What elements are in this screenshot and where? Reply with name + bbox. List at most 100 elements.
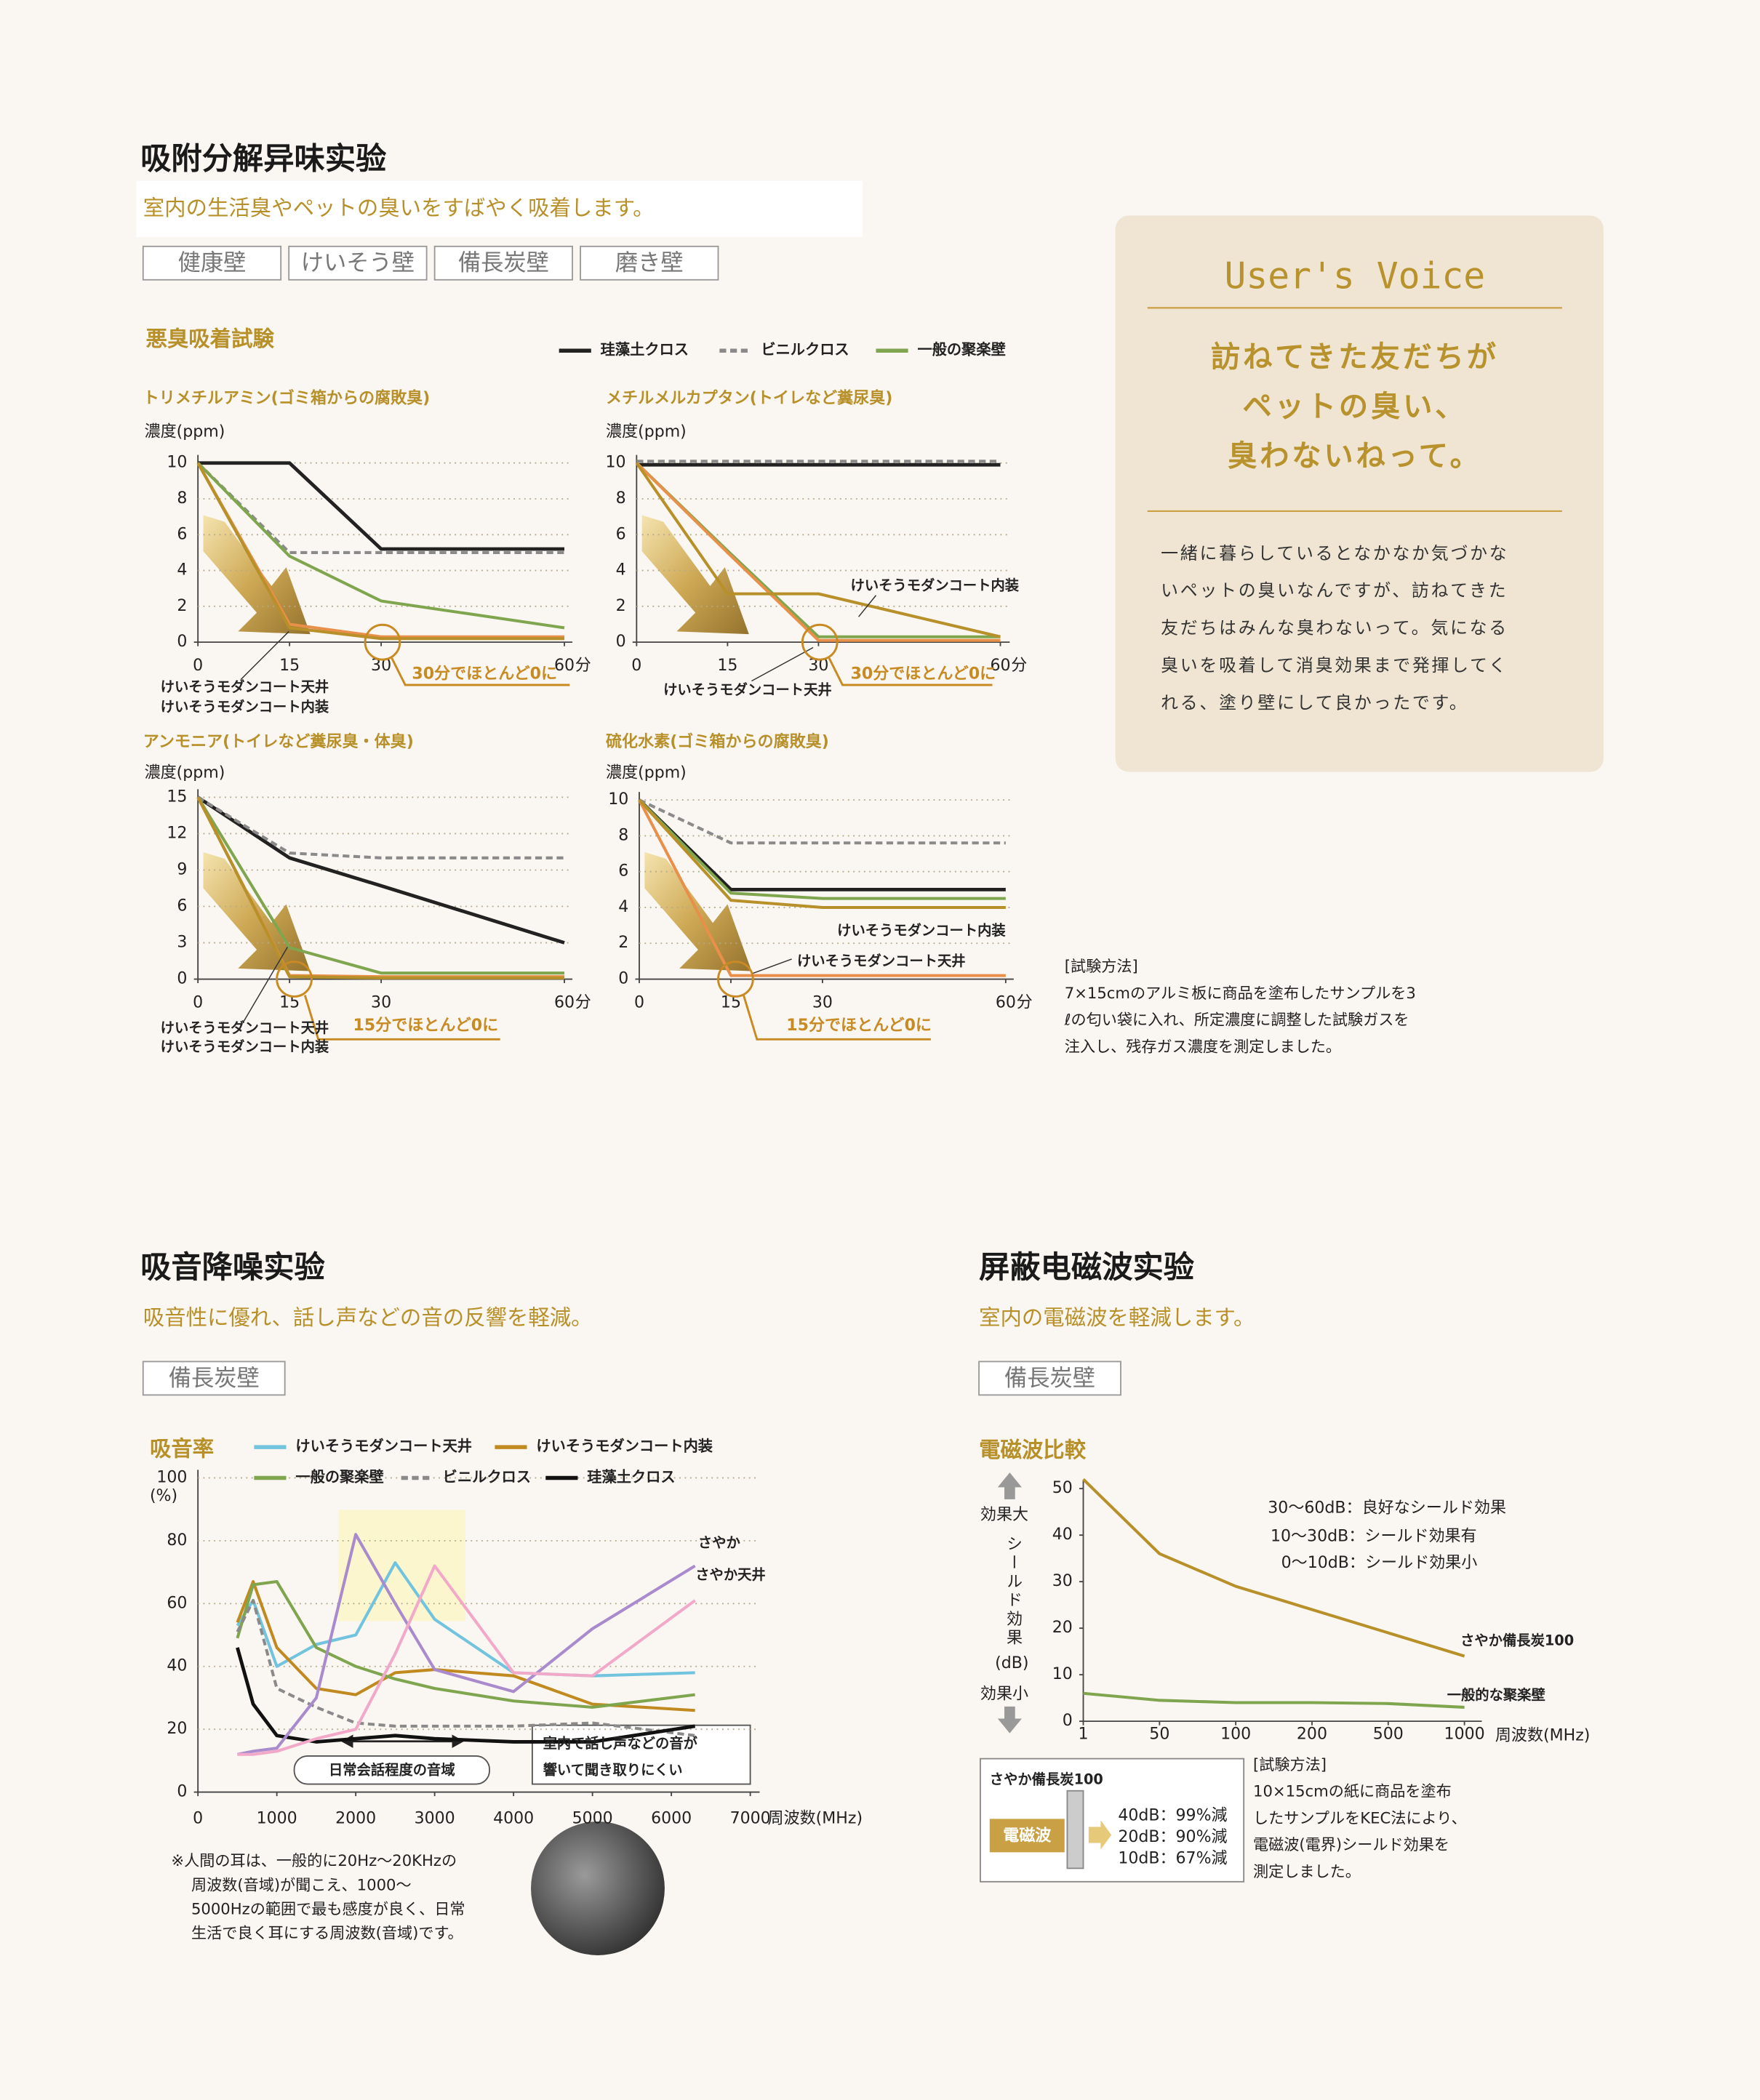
chart-text: (dB) <box>995 1654 1028 1672</box>
x-tick-label: 7000 <box>730 1809 771 1827</box>
leader-line <box>240 630 289 681</box>
series-line <box>196 462 565 641</box>
series-line <box>197 795 565 859</box>
y-tick-label: 10 <box>608 790 628 809</box>
series-line <box>236 1647 696 1744</box>
chart-text: さやか備長炭100 <box>1460 1632 1574 1648</box>
y-tick-label: 40 <box>1052 1526 1073 1544</box>
x-unit: 分 <box>575 657 591 675</box>
tag-box <box>142 245 282 281</box>
tag: 備長炭壁 <box>169 1365 260 1391</box>
chart-text: 15分でほとんど0に <box>786 1017 932 1035</box>
subtitle-band <box>136 180 863 237</box>
series-line <box>638 799 1006 977</box>
y-tick-label: 0 <box>616 633 626 651</box>
chart-text: 室内で話し声などの音が <box>543 1735 698 1752</box>
y-tick-label: 10 <box>1052 1665 1073 1683</box>
x-tick-label: 6000 <box>651 1809 692 1827</box>
tag-box <box>433 245 573 281</box>
voice-body: 一緒に暮らしているとなかなか気づかな <box>1161 543 1508 564</box>
x-tick-label: 1 <box>1078 1726 1088 1744</box>
section-subtitle: 室内の電磁波を軽減します。 <box>979 1305 1255 1330</box>
tag-box <box>142 1360 286 1396</box>
voice-body: れる、塗り壁にして良かったです。 <box>1161 693 1468 713</box>
x-unit: 分 <box>1011 657 1027 675</box>
chart-text: 10dB：67%減 <box>1118 1850 1227 1868</box>
highlight-circle <box>717 961 754 998</box>
chart-heading: 悪臭吸着試験 <box>145 326 274 351</box>
series-line <box>196 795 565 945</box>
series-line <box>1083 1691 1465 1709</box>
chart-text: 40dB：99%減 <box>1118 1807 1227 1825</box>
chart-text: さやか <box>698 1534 741 1551</box>
decor-arrow <box>203 515 311 635</box>
y-tick-label: 9 <box>177 860 187 878</box>
x-tick-label: 30 <box>812 994 833 1012</box>
method-text: 電磁波(電界)シールド効果を <box>1253 1835 1449 1853</box>
note-text: 5000Hzの範囲で最も感度が良く、日常 <box>191 1899 465 1917</box>
x-unit: 分 <box>1017 994 1033 1012</box>
method-text: 測定しました。 <box>1253 1862 1361 1880</box>
chart-text: 20dB：90%減 <box>1118 1828 1227 1846</box>
chart-text: アンモニア(トイレなど糞尿臭・体臭) <box>143 732 414 751</box>
inset-wall <box>1066 1790 1084 1869</box>
voice-title: User's Voice <box>1224 255 1485 297</box>
x-tick-label: 15 <box>279 657 300 675</box>
method-text: [試験方法] <box>1253 1755 1327 1774</box>
series-line <box>196 462 565 630</box>
x-tick-label: 3000 <box>415 1809 455 1827</box>
x-tick-label: 0 <box>193 657 203 675</box>
x-tick-label: 5000 <box>572 1809 613 1827</box>
y-tick-label: 10 <box>167 454 187 472</box>
x-tick-label: 0 <box>631 657 641 675</box>
callout-line <box>391 657 570 686</box>
x-tick-label: 2000 <box>335 1809 376 1827</box>
voice-headline: ペットの臭い、 <box>1242 388 1467 423</box>
chart-text: 濃度(ppm) <box>606 764 687 782</box>
tag: けいそう壁 <box>301 250 415 276</box>
tag-box <box>288 245 428 281</box>
legend-label: けいそうモダンコート天井 <box>295 1438 472 1455</box>
highlight-circle <box>801 623 839 661</box>
voice-box <box>1115 215 1604 772</box>
y-tick-label: 15 <box>167 788 187 806</box>
y-tick-label: 2 <box>618 934 628 952</box>
callout-line <box>828 657 993 686</box>
chart-text: 30分でほとんど0に <box>412 665 557 683</box>
down-arrow <box>997 1706 1022 1734</box>
x-tick-label: 15 <box>717 657 737 675</box>
section-subtitle: 吸音性に優れ、話し声などの音の反響を軽減。 <box>143 1305 593 1330</box>
series-line <box>198 461 565 551</box>
legend-label: ビニルクロス <box>443 1468 531 1486</box>
callout-line <box>743 995 931 1041</box>
x-tick-label: 0 <box>634 994 644 1012</box>
y-tick-label: 20 <box>167 1720 187 1738</box>
chart-text: 10〜30dB：シールド効果有 <box>1271 1527 1477 1545</box>
series-line <box>196 796 565 979</box>
method-text: ℓの匂い袋に入れ、所定濃度に調整した試験ガスを <box>1064 1011 1409 1029</box>
chart-text: 効果大 <box>980 1506 1028 1524</box>
section-title: 屏蔽电磁波实验 <box>979 1249 1195 1285</box>
tag: 備長炭壁 <box>458 250 549 276</box>
chart-text: 濃度(ppm) <box>606 422 687 441</box>
chart-text: けいそうモダンコート内装 <box>161 1038 329 1055</box>
section-subtitle: 室内の生活臭やペットの臭いをすばやく吸着します。 <box>143 196 655 220</box>
series-line <box>236 1580 695 1709</box>
x-tick-label: 60 <box>554 994 575 1012</box>
callout-line <box>303 995 500 1041</box>
legend-label: ビニルクロス <box>761 341 849 358</box>
chart-text: さやか天井 <box>695 1566 765 1583</box>
chart-text: 周波数(MHz) <box>1495 1726 1591 1744</box>
chart-text: 15分でほとんど0に <box>353 1017 498 1035</box>
y-tick-label: 100 <box>156 1468 187 1486</box>
x-tick-label: 60 <box>996 994 1016 1012</box>
y-axis-label: シールド効果 <box>1004 1536 1023 1648</box>
x-tick-label: 30 <box>371 994 391 1012</box>
x-tick-label: 100 <box>1220 1726 1251 1744</box>
x-tick-label: 200 <box>1297 1726 1327 1744</box>
legend-label: 珪藻土クロス <box>587 1468 675 1486</box>
leader-line <box>858 595 877 617</box>
voice-body: 臭いを吸着して消臭効果まで発揮してく <box>1161 655 1508 676</box>
y-tick-label: 60 <box>167 1594 187 1612</box>
chart-text: 日常会話程度の音域 <box>329 1762 455 1779</box>
